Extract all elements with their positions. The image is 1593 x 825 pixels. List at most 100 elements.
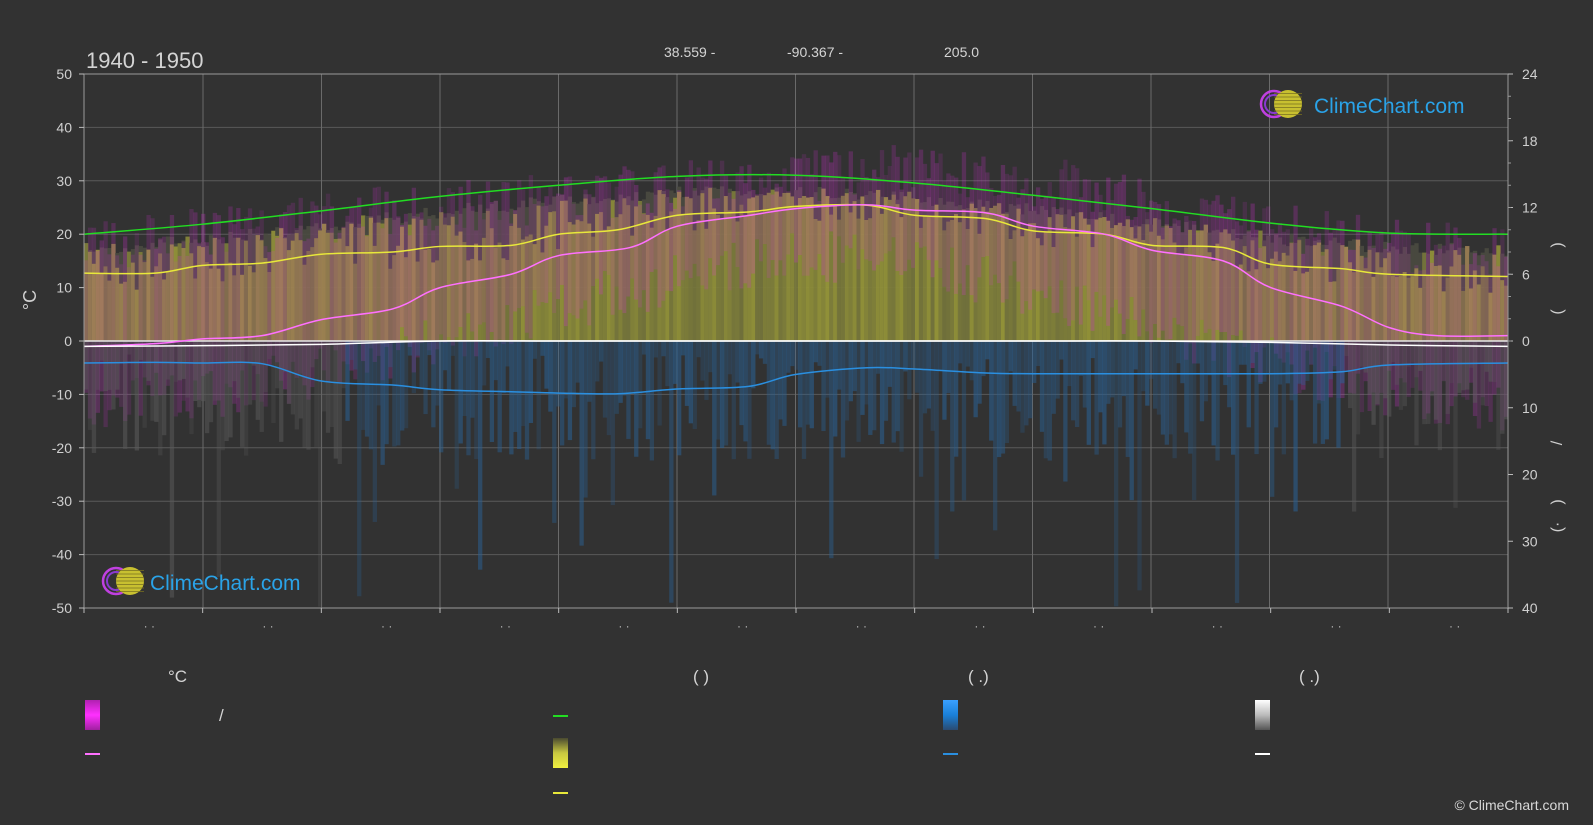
precip-bar: [150, 341, 155, 421]
daylight-bar: [357, 223, 362, 341]
sunshine-bar: [637, 200, 643, 341]
precip-bar: [641, 341, 647, 355]
temp-range-bar: [107, 254, 112, 411]
temp-range-bar: [864, 176, 869, 260]
temp-range-bar: [637, 204, 643, 308]
temp-range-bar: [1500, 229, 1505, 431]
temp-range-bar: [407, 235, 413, 347]
precip-bar: [989, 341, 994, 441]
temp-range-bar: [450, 192, 456, 346]
temp-range-bar: [193, 212, 198, 381]
sunshine-bar: [817, 220, 822, 341]
temp-range-bar: [844, 193, 850, 246]
daylight-bar: [556, 195, 561, 341]
sunshine-bar: [1258, 230, 1263, 341]
daylight-bar: [1176, 225, 1181, 341]
temp-range-bar: [755, 194, 760, 240]
sunshine-bar: [349, 223, 354, 341]
temp-range-bar: [957, 193, 963, 284]
precip-bar: [700, 341, 705, 381]
left-tick-label: -30: [52, 493, 72, 509]
precip-bar: [575, 341, 580, 383]
temp-range-bar: [825, 155, 830, 282]
temp-range-bar: [895, 156, 900, 272]
precip-bar: [431, 341, 436, 428]
precip-bar: [1188, 341, 1193, 454]
daylight-bar: [1484, 248, 1489, 341]
temp-range-bar: [540, 206, 545, 303]
sunshine-bar: [446, 225, 452, 341]
sunshine-bar: [743, 216, 748, 341]
legend: °C ( ) ( .) ( .) /: [85, 667, 1320, 794]
sunshine-bar: [938, 217, 943, 341]
precip-bar: [626, 341, 631, 439]
snowfall-mean-line: [83, 340, 1509, 348]
sunshine-bar: [119, 283, 124, 341]
precip-bar: [895, 341, 900, 432]
sunshine-bar: [1016, 208, 1021, 341]
precip-bar: [478, 341, 483, 570]
sunshine-bar: [657, 190, 662, 341]
precip-bar: [579, 341, 584, 546]
daylight-bar: [669, 190, 674, 341]
daylight-bar: [1160, 225, 1166, 341]
temp-range-bar: [747, 164, 752, 288]
daylight-bar: [236, 237, 241, 341]
precip-bar: [119, 341, 124, 363]
precip-bar: [232, 341, 237, 382]
sunshine-bar: [1219, 232, 1224, 341]
logo-text: ClimeChart.com: [150, 572, 301, 595]
precip-bar: [524, 341, 530, 460]
daylight-bar: [177, 243, 182, 341]
temp-range-bar: [1305, 238, 1310, 351]
sunshine-bar: [914, 199, 920, 341]
precip-bar: [263, 341, 268, 393]
precip-bar: [181, 341, 186, 379]
temp-range-bar: [1281, 231, 1287, 363]
temp-range-bar: [677, 190, 682, 287]
daylight-bar: [540, 202, 545, 341]
precip-bar: [836, 341, 842, 390]
daylight-bar: [138, 246, 143, 341]
temp-range-bar: [360, 226, 366, 362]
precip-bar: [591, 341, 596, 460]
sunshine-bar: [540, 252, 545, 341]
temp-range-bar: [782, 168, 787, 276]
temp-range-bar: [290, 202, 296, 362]
temp-range-bar: [341, 226, 346, 362]
precip-bar: [368, 341, 374, 450]
temp-range-bar: [1016, 197, 1021, 282]
temp-range-bar: [907, 152, 912, 260]
precip-bar: [1008, 341, 1013, 372]
precip-bar: [1270, 341, 1275, 497]
sunshine-bar: [1000, 213, 1006, 341]
temp-range-bar: [478, 194, 483, 325]
daylight-bar: [1387, 250, 1392, 341]
precip-bar: [466, 341, 471, 456]
precip-bar: [208, 341, 214, 423]
sunshine-bar: [950, 220, 955, 341]
temp-range-bar: [123, 236, 128, 421]
temp-range-bar: [1309, 227, 1314, 365]
sunshine-bar: [1137, 226, 1142, 341]
temp-range-bar: [138, 254, 143, 416]
precip-bar: [517, 341, 522, 450]
sunshine-bar: [130, 262, 136, 341]
daylight-bar: [887, 199, 892, 341]
sunshine-bar: [87, 251, 93, 341]
precip-bar: [1312, 341, 1318, 444]
temp-range-bar: [794, 158, 799, 263]
daylight-bar: [107, 247, 112, 341]
daylight-bar: [150, 242, 155, 341]
temp-range-bar: [563, 177, 569, 327]
precip-bar: [1078, 341, 1084, 376]
temp-range-bar: [669, 202, 674, 292]
temp-range-bar: [286, 205, 292, 404]
temp-range-bar: [532, 203, 537, 291]
precip-bar: [1305, 341, 1310, 381]
daylight-bar: [380, 219, 385, 341]
legend-precip-swatch: [943, 700, 958, 730]
daylight-bar: [1067, 209, 1072, 341]
daylight-bar: [684, 196, 690, 341]
sunshine-bar: [598, 212, 604, 341]
